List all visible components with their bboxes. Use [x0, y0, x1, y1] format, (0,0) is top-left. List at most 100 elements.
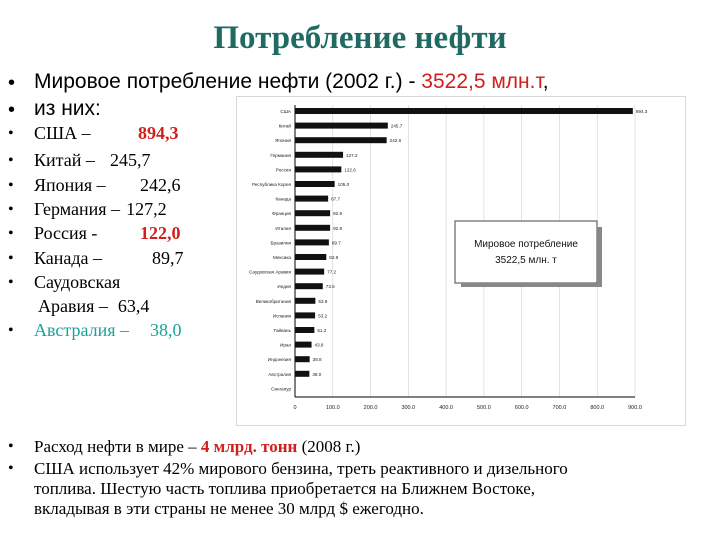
category-label: Франция: [272, 211, 291, 216]
bar-value-label: 77.2: [327, 270, 336, 275]
oil-consumption-chart: 0 100.0 200.0 300.0 400.0 500.0 600.0 700.0 800.…: [236, 96, 686, 426]
usa-note-line: топлива. Шестую часть топлива приобретае…: [34, 479, 536, 498]
category-label: Испания: [273, 313, 292, 318]
bar: [295, 297, 316, 304]
bar: [295, 210, 331, 217]
bullet-marker: •: [8, 460, 14, 477]
bar: [295, 108, 633, 114]
country-row: Австралия – 38,0: [34, 320, 182, 341]
bar-value-label: 92.9: [333, 226, 342, 231]
category-label: Сингапур: [271, 386, 291, 391]
world-usage-value: 4 млрд. тонн: [200, 437, 298, 456]
country-row: Германия –127,2: [34, 199, 167, 220]
slide-title: Потребление нефти: [213, 20, 507, 56]
bar-value-label: 87.7: [331, 197, 340, 202]
bar-value-label: 105.0: [338, 182, 350, 187]
bar: [295, 195, 329, 202]
bar-value-label: 73.5: [326, 284, 335, 289]
country-name: Япония –: [34, 175, 106, 195]
bar: [295, 268, 325, 275]
bullet-marker: •: [8, 225, 14, 242]
bar: [295, 283, 323, 290]
category-label: Индонезия: [268, 357, 292, 362]
country-row: Канада – 89,7: [34, 248, 184, 269]
bar-value-label: 92.9: [333, 211, 342, 216]
bar: [295, 356, 310, 363]
world-usage-line: Расход нефти в мире – 4 млрд. тонн (2008…: [34, 437, 360, 457]
bar: [295, 137, 387, 144]
bullet-marker: •: [8, 125, 14, 142]
x-tick-label: 200.0: [364, 405, 378, 411]
bar-value-label: 127.2: [346, 153, 358, 158]
bar: [295, 254, 327, 260]
annotation-box: [454, 220, 598, 284]
country-value: 127,2: [126, 199, 167, 219]
x-tick-label: 900.0: [628, 405, 642, 411]
bar-value-label: 122.6: [344, 167, 356, 172]
bar-value-label: 82.8: [329, 255, 338, 260]
x-tick-label: 100.0: [326, 405, 340, 411]
bar-value-label: 89.7: [332, 240, 341, 245]
bar: [295, 166, 342, 173]
bar: [295, 239, 329, 246]
world-consumption-text: Мировое потребление нефти (2002 г.) -: [34, 70, 422, 93]
category-label: Россия: [276, 167, 292, 172]
chart-svg: 0 100.0 200.0 300.0 400.0 500.0 600.0 700.0 800.…: [249, 105, 648, 411]
x-tick-label: 800.0: [590, 405, 604, 411]
category-label: Великобритания: [256, 299, 292, 304]
country-value: 894,3: [138, 123, 179, 143]
annotation-text: 3522,5 млн. т: [495, 255, 557, 266]
of-them-label: из них:: [34, 97, 101, 120]
x-tick-label: 300.0: [401, 405, 415, 411]
x-tick-label: 0: [293, 405, 296, 411]
category-label: Тайвань: [273, 327, 291, 333]
bar-value-label: 38.8: [313, 357, 322, 362]
usa-note: США использует 42% мирового бензина, тре…: [34, 459, 568, 519]
annotation-text: Мировое потребление: [474, 238, 578, 250]
world-usage-suffix: (2008 г.): [297, 437, 361, 456]
country-value: 242,6: [140, 175, 181, 195]
bullet-marker: •: [8, 322, 14, 339]
bullet-marker: •: [8, 177, 14, 194]
x-tick-label: 400.0: [439, 405, 453, 411]
bullet-marker: •: [8, 72, 16, 94]
category-label: Республика Корея: [252, 182, 292, 187]
category-label: Япония: [275, 138, 291, 143]
bar: [295, 312, 316, 319]
x-tick-label: 600.0: [515, 405, 529, 411]
bar-value-label: 894.3: [636, 109, 648, 114]
country-name: Китай –: [34, 150, 95, 170]
world-consumption-line: Мировое потребление нефти (2002 г.) - 35…: [34, 70, 549, 94]
bar: [295, 122, 388, 129]
bar-value-label: 53.9: [318, 299, 327, 304]
country-name: Россия -: [34, 223, 98, 243]
world-consumption-value: 3522,5 млн.т: [421, 70, 543, 93]
country-value: 63,4: [117, 296, 150, 316]
bullet-marker: •: [8, 201, 14, 218]
bar: [295, 341, 312, 348]
country-row: США – 894,3: [34, 123, 179, 144]
category-label: Канада: [275, 197, 291, 202]
bar: [295, 151, 344, 158]
bar-value-label: 38.0: [312, 372, 321, 377]
bar: [295, 327, 315, 333]
bullet-marker: •: [8, 274, 14, 291]
bar: [295, 181, 335, 187]
bar: [295, 224, 331, 231]
country-name: Канада –: [34, 248, 103, 268]
bar-value-label: 242.6: [390, 138, 402, 143]
bar: [295, 370, 310, 377]
country-name: Аравия –: [38, 296, 108, 316]
country-value: 89,7: [152, 248, 184, 268]
annotation-shadow: [461, 283, 602, 287]
category-label: США: [280, 109, 292, 114]
bar-value-label: 51.2: [317, 328, 326, 333]
category-label: Саудовская Аравия: [249, 270, 292, 275]
bar-value-label: 53.2: [318, 313, 327, 318]
country-row: Аравия – 63,4: [38, 296, 149, 317]
category-label: Германия: [270, 153, 291, 158]
bullet-marker: •: [8, 250, 14, 267]
country-row: Саудовская: [34, 272, 120, 293]
country-name: Австралия –: [34, 320, 130, 340]
bullet-marker: •: [8, 99, 16, 121]
